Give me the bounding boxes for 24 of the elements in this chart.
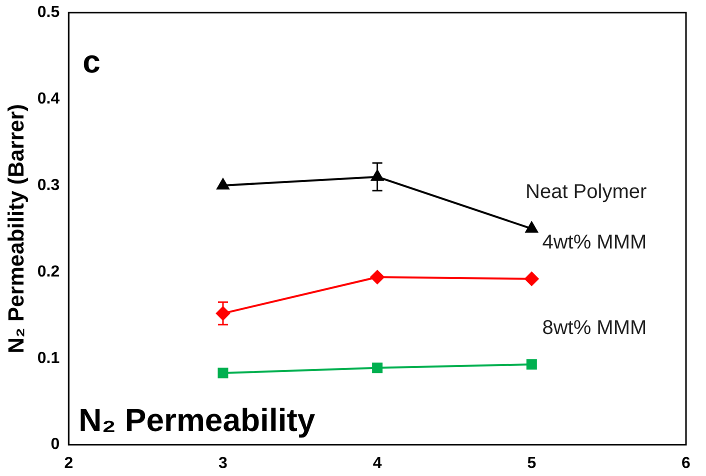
y-tick-label: 0 bbox=[50, 436, 60, 454]
series-label: 4wt% MMM bbox=[542, 231, 647, 254]
point bbox=[370, 270, 384, 284]
y-tick-label: 0.3 bbox=[37, 176, 60, 194]
annotation: N₂ Permeability bbox=[78, 402, 316, 438]
y-axis-title: N₂ Permeability (Barrer) bbox=[3, 104, 28, 354]
y-tick-label: 0.2 bbox=[37, 263, 60, 280]
point bbox=[372, 362, 383, 374]
point bbox=[526, 359, 537, 370]
point bbox=[216, 178, 230, 190]
x-tick-label: 3 bbox=[218, 454, 228, 472]
y-tick-label: 0.4 bbox=[37, 90, 60, 108]
y-tick-label: 0.5 bbox=[37, 4, 60, 22]
x-tick-label: 5 bbox=[527, 454, 536, 472]
y-tick-label: 0.1 bbox=[37, 350, 60, 367]
x-tick-label: 4 bbox=[372, 454, 382, 472]
annotation: c bbox=[82, 44, 100, 80]
point bbox=[524, 272, 539, 286]
x-tick-label: 6 bbox=[682, 454, 691, 472]
series-label: 8wt% MMM bbox=[542, 316, 647, 339]
point bbox=[525, 222, 538, 233]
point bbox=[218, 368, 228, 378]
x-tick-label: 2 bbox=[64, 454, 74, 472]
series-label: Neat Polymer bbox=[526, 181, 647, 204]
